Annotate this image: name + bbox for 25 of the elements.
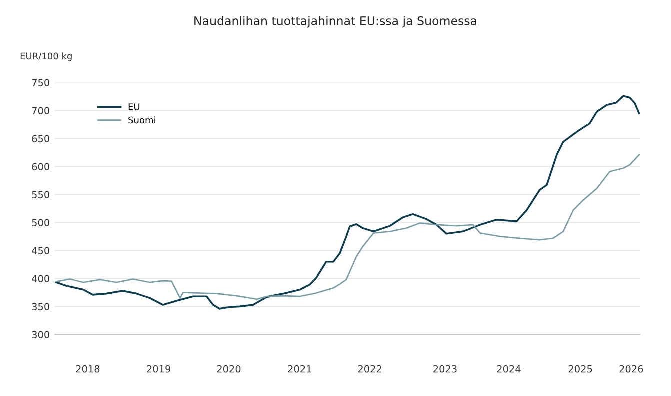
y-tick-label: 650 bbox=[32, 135, 50, 143]
chart-title: Naudanlihan tuottajahinnat EU:ssa ja Suomessa bbox=[194, 16, 476, 28]
legend-label: EU bbox=[128, 104, 140, 110]
x-tick-label: 2024 bbox=[497, 365, 521, 373]
y-tick-label: 750 bbox=[32, 79, 50, 87]
x-tick-label: 2022 bbox=[358, 365, 382, 373]
y-tick-label: 550 bbox=[32, 191, 50, 199]
y-tick-label: 500 bbox=[32, 219, 50, 227]
x-tick-label: 2026 bbox=[620, 365, 644, 373]
y-tick-label: 400 bbox=[32, 275, 50, 283]
y-axis-title: EUR/100 kg bbox=[20, 52, 72, 62]
x-tick-label: 2018 bbox=[76, 365, 100, 373]
x-tick-label: 2019 bbox=[147, 365, 171, 373]
y-tick-label: 300 bbox=[32, 331, 50, 339]
y-tick-label: 700 bbox=[32, 107, 50, 115]
legend-label: Suomi bbox=[128, 116, 156, 124]
x-tick-label: 2025 bbox=[568, 365, 592, 373]
x-tick-label: 2021 bbox=[288, 365, 312, 373]
y-tick-label: 450 bbox=[32, 247, 50, 255]
y-tick-label: 600 bbox=[32, 163, 50, 171]
y-tick-label: 350 bbox=[32, 303, 50, 311]
line-series bbox=[55, 95, 640, 310]
x-tick-label: 2023 bbox=[434, 365, 457, 373]
line-series bbox=[55, 154, 640, 300]
x-tick-label: 2020 bbox=[217, 365, 241, 373]
